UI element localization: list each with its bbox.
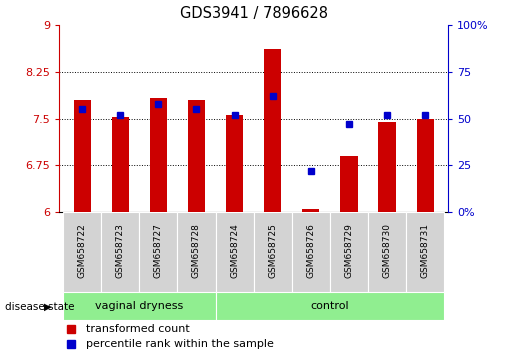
Text: GSM658729: GSM658729 <box>345 223 353 278</box>
Bar <box>139 212 177 292</box>
Bar <box>188 100 205 212</box>
Title: GDS3941 / 7896628: GDS3941 / 7896628 <box>180 6 328 21</box>
Text: GSM658725: GSM658725 <box>268 223 277 278</box>
Bar <box>379 122 396 212</box>
Text: disease state: disease state <box>5 302 75 312</box>
Bar <box>253 212 292 292</box>
Bar <box>368 212 406 292</box>
Bar <box>112 117 129 212</box>
Bar <box>302 209 319 212</box>
Text: GSM658726: GSM658726 <box>306 223 315 278</box>
Text: ▶: ▶ <box>44 302 52 312</box>
Text: GSM658722: GSM658722 <box>78 223 87 278</box>
Text: GSM658723: GSM658723 <box>116 223 125 278</box>
Bar <box>74 100 91 212</box>
Text: GSM658727: GSM658727 <box>154 223 163 278</box>
Bar <box>215 212 253 292</box>
Bar <box>215 292 444 320</box>
Bar <box>63 292 215 320</box>
Bar <box>63 212 101 292</box>
Bar <box>101 212 139 292</box>
Text: percentile rank within the sample: percentile rank within the sample <box>87 339 274 349</box>
Bar <box>150 98 167 212</box>
Bar <box>406 212 444 292</box>
Text: control: control <box>311 301 349 311</box>
Text: GSM658731: GSM658731 <box>421 223 430 278</box>
Bar <box>340 156 357 212</box>
Text: GSM658724: GSM658724 <box>230 223 239 278</box>
Bar <box>417 119 434 212</box>
Text: transformed count: transformed count <box>87 324 190 334</box>
Bar <box>177 212 215 292</box>
Bar <box>292 212 330 292</box>
Text: GSM658730: GSM658730 <box>383 223 391 278</box>
Bar <box>264 48 281 212</box>
Bar <box>330 212 368 292</box>
Text: vaginal dryness: vaginal dryness <box>95 301 183 311</box>
Bar <box>226 115 243 212</box>
Text: GSM658728: GSM658728 <box>192 223 201 278</box>
